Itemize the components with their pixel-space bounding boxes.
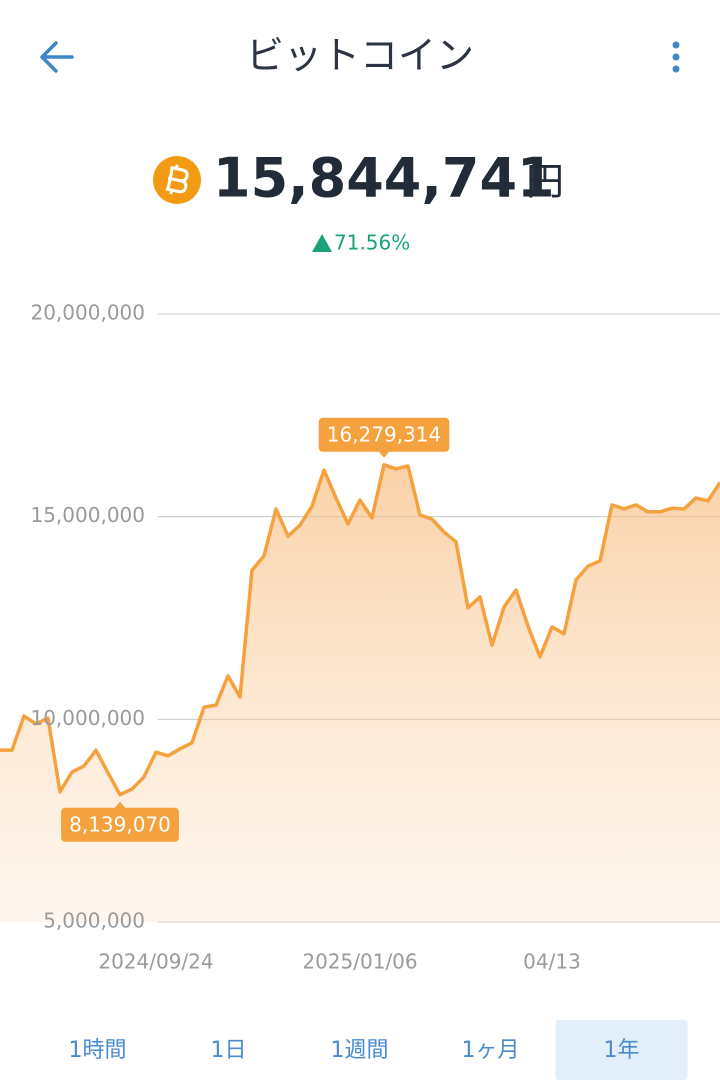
x-tick-label: 04/13 [523,950,581,974]
menu-dot [672,53,680,61]
x-tick-label: 2024/09/24 [98,950,213,974]
chart: 20,000,000 15,000,000 10,000,000 5,000,000 2… [0,301,720,974]
range-tab[interactable]: 1ヶ月 [462,1038,520,1063]
y-tick-label: 15,000,000 [30,503,145,527]
menu-button[interactable] [672,41,680,73]
value-label-box [318,417,450,452]
value-label-pointer [378,450,390,458]
price-amount: 15,844,741 [213,147,555,210]
menu-dot [672,41,680,49]
value-label: 8,139,070 [69,812,171,836]
range-tabs: 1時間 1日 1週間 1ヶ月 1年 [69,1020,688,1080]
range-tab[interactable]: 1時間 [69,1038,127,1063]
price-change: 71.56% [334,231,410,255]
y-tick-label: 20,000,000 [30,301,145,325]
range-tab[interactable]: 1週間 [331,1038,389,1063]
value-label-pointer [114,801,126,809]
value-label: 16,279,314 [327,422,442,446]
price-line [0,463,720,797]
bitcoin-icon [153,156,201,204]
price-unit: 円 [526,160,564,204]
range-tab[interactable]: 1年 [604,1038,640,1063]
y-tick-label: 10,000,000 [30,706,145,730]
y-tick-label: 5,000,000 [43,909,145,933]
range-tab[interactable]: 1日 [211,1038,247,1063]
x-tick-label: 2025/01/06 [302,950,417,974]
selected-tab-bg [555,1020,688,1080]
area-fill [0,464,720,922]
page-title: ビットコイン [246,34,474,78]
back-arrow [40,41,74,73]
back-button[interactable] [40,41,74,73]
value-label-box [61,807,179,842]
menu-dot [672,65,680,73]
up-triangle [312,234,332,252]
